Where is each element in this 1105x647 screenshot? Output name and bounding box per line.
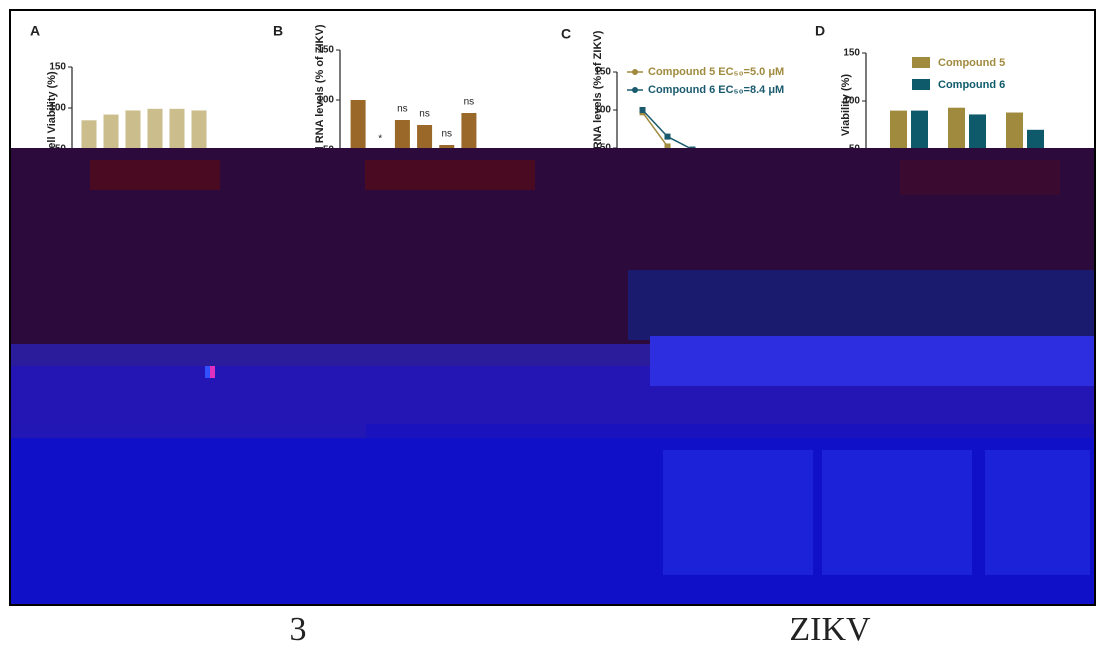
panel-label: A <box>30 23 40 39</box>
corrupt-block <box>628 270 1094 340</box>
y-axis-label: ell Viability (%) <box>46 71 58 149</box>
legend-swatch <box>912 57 930 68</box>
y-tick-label: 150 <box>594 67 611 78</box>
annotation: ns <box>464 97 475 108</box>
y-tick-label: 100 <box>843 96 860 107</box>
corrupt-block <box>11 424 366 438</box>
caption: 3 <box>290 611 307 647</box>
panel-label: C <box>561 26 571 42</box>
legend-label: Compound 5 EC₅₀=5.0 μM <box>648 66 784 78</box>
corrupt-block <box>985 450 1090 575</box>
legend-marker <box>632 69 638 75</box>
y-tick-label: 150 <box>49 62 66 73</box>
y-tick-label: 150 <box>317 45 334 56</box>
panel-label: D <box>815 23 825 39</box>
corrupt-block <box>822 450 972 575</box>
legend-label: Compound 5 <box>938 57 1005 69</box>
legend-marker <box>632 87 638 93</box>
corrupt-block <box>90 160 220 190</box>
panel-label: B <box>273 23 283 39</box>
line <box>641 109 693 151</box>
corrupt-block <box>365 160 535 190</box>
corrupt-block <box>210 366 215 378</box>
legend-swatch <box>912 79 930 90</box>
y-axis-label: RNA levels (% of ZIKV) <box>592 30 604 149</box>
legend-label: Compound 6 <box>938 79 1005 91</box>
corrupt-block <box>900 160 1060 195</box>
corrupt-block <box>663 450 813 575</box>
annotation: ns <box>419 109 430 120</box>
y-tick-label: 100 <box>594 105 611 116</box>
y-axis-label: Viability (%) <box>840 74 852 136</box>
y-tick-label: 100 <box>317 95 334 106</box>
caption: ZIKV <box>789 611 871 647</box>
corrupt-block <box>205 366 210 378</box>
annotation: * <box>378 134 382 145</box>
y-tick-label: 100 <box>49 103 66 114</box>
annotation: ns <box>397 104 408 115</box>
y-axis-label: al RNA levels (% of ZIKV) <box>314 24 326 155</box>
y-tick-label: 150 <box>843 48 860 59</box>
line <box>641 111 669 147</box>
corrupt-block <box>366 424 1094 438</box>
legend-label: Compound 6 EC₅₀=8.4 μM <box>648 84 784 96</box>
annotation: ns <box>441 129 452 140</box>
corrupted-region <box>11 148 1094 604</box>
corrupt-block <box>650 336 1094 386</box>
